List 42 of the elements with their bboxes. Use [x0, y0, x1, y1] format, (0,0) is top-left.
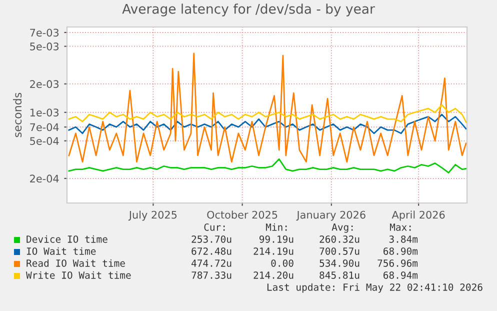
x-tick-label: January 2026	[296, 210, 366, 221]
text: 700.57u	[320, 247, 360, 255]
x-tick-label: April 2026	[392, 210, 445, 221]
y-tick-label: 2e-04	[30, 174, 59, 183]
legend-label: IO Wait time	[26, 247, 96, 255]
text: Max:	[390, 224, 411, 231]
text: 0.00	[271, 259, 294, 267]
text: 68.90m	[384, 247, 418, 255]
legend-label: Device IO time	[26, 235, 108, 243]
text: Avg:	[332, 224, 353, 233]
text: 534.90u	[320, 259, 360, 267]
y-tick-label: 5e-03	[30, 42, 59, 50]
y-axis-title: seconds	[13, 92, 22, 138]
line-series	[68, 52, 467, 162]
text: 845.81u	[320, 271, 360, 279]
x-tick-label: July 2025	[128, 210, 177, 221]
text: Cur:	[204, 223, 225, 231]
legend-label: Read IO Wait time	[26, 259, 125, 267]
chart-title: Average latency for /dev/sda - by year	[122, 4, 375, 16]
text: 260.32u	[320, 235, 360, 243]
text: 99.19u	[259, 235, 294, 243]
x-tick-label: October 2025	[207, 210, 278, 219]
text: 672.48u	[192, 247, 232, 255]
line-series	[68, 158, 467, 174]
line-series	[68, 114, 467, 134]
text: 253.70u	[192, 235, 232, 243]
text: 68.94m	[384, 271, 418, 279]
text: 3.84m	[389, 235, 418, 243]
text: 787.33u	[192, 271, 232, 279]
line-series	[68, 104, 467, 123]
text: Min:	[266, 223, 287, 231]
text: 214.20u	[254, 271, 294, 279]
text: 756.96m	[378, 259, 418, 267]
y-tick-label: 7e-03	[30, 28, 59, 37]
y-tick-label: 2e-03	[30, 80, 59, 88]
y-tick-label: 5e-04	[30, 137, 59, 145]
legend-label: Write IO Wait time	[26, 271, 131, 279]
text: 214.19u	[254, 247, 294, 255]
text: Last update: Fri May 22 02:41:10 2026	[267, 283, 482, 293]
y-tick-label: 1e-03	[30, 108, 59, 116]
text: 474.72u	[192, 259, 232, 267]
y-tick-label: 7e-04	[30, 123, 59, 132]
